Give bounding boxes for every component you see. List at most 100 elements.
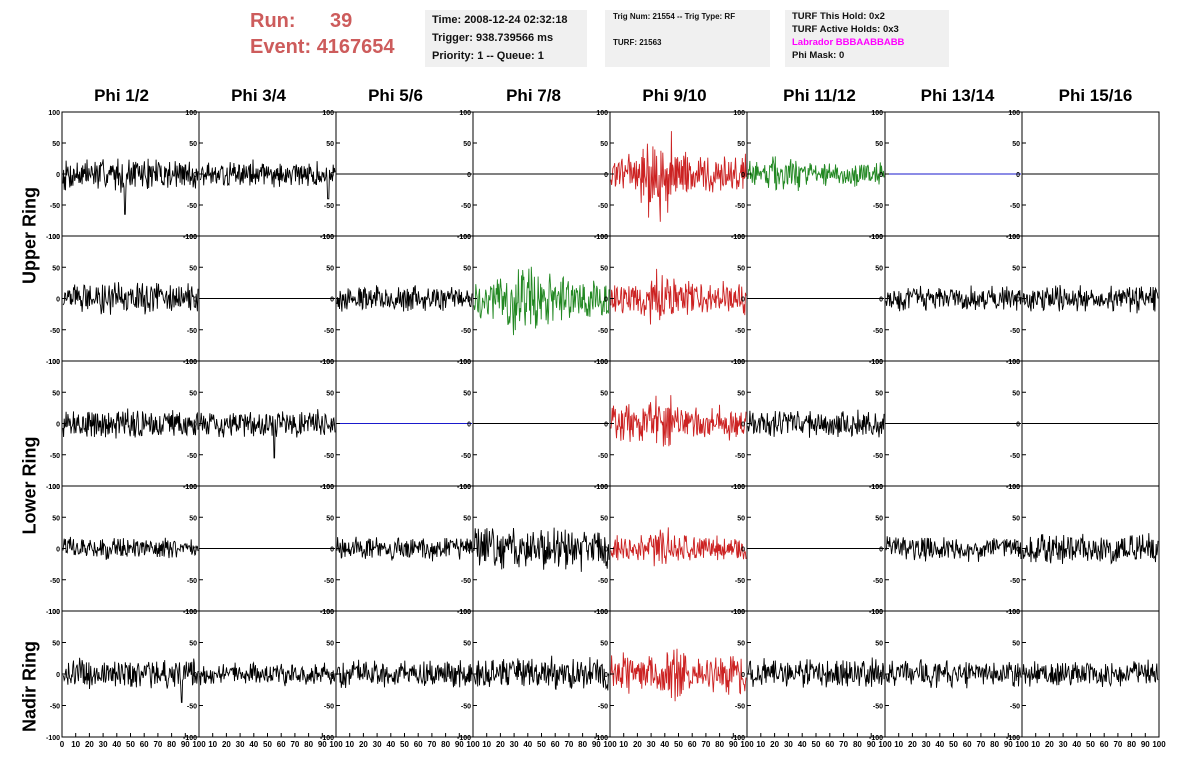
x-tick-label: 20 xyxy=(496,740,505,749)
priority-text: Priority: 1 -- Queue: 1 xyxy=(432,50,544,62)
y-tick-label: 0 xyxy=(56,547,60,554)
y-tick-label: 100 xyxy=(1008,234,1020,241)
x-tick-label: 70 xyxy=(290,740,299,749)
y-tick-label: -50 xyxy=(873,578,883,585)
x-tick-label: 80 xyxy=(441,740,450,749)
y-tick-label: -100 xyxy=(457,609,471,616)
y-tick-label: 50 xyxy=(52,390,60,397)
y-tick-label: -50 xyxy=(461,704,471,711)
x-tick-label: 50 xyxy=(537,740,546,749)
y-tick-label: 50 xyxy=(189,641,197,648)
y-tick-label: 0 xyxy=(741,297,745,304)
x-tick-label: 40 xyxy=(660,740,669,749)
x-tick-label: 40 xyxy=(112,740,121,749)
waveform-series xyxy=(885,285,1022,312)
x-tick-label: 20 xyxy=(633,740,642,749)
y-tick-label: -50 xyxy=(1010,328,1020,335)
y-tick-label: -100 xyxy=(183,484,197,491)
waveform-series xyxy=(62,536,199,560)
y-tick-label: 100 xyxy=(733,110,745,117)
y-tick-label: -50 xyxy=(598,203,608,210)
waveform-series xyxy=(885,536,1022,562)
y-tick-label: 100 xyxy=(459,234,471,241)
x-tick-label: 100 xyxy=(329,740,343,749)
y-tick-label: 50 xyxy=(600,141,608,148)
y-tick-label: 100 xyxy=(596,359,608,366)
y-tick-label: 0 xyxy=(741,547,745,554)
y-tick-label: -50 xyxy=(50,203,60,210)
y-tick-label: -50 xyxy=(324,328,334,335)
y-tick-label: 50 xyxy=(463,265,471,272)
x-tick-label: 20 xyxy=(1045,740,1054,749)
y-tick-label: -100 xyxy=(1006,234,1020,241)
x-tick-label: 60 xyxy=(414,740,423,749)
y-tick-label: 100 xyxy=(322,359,334,366)
y-tick-label: -100 xyxy=(457,234,471,241)
time-text: Time: 2008-12-24 02:32:18 xyxy=(432,14,568,26)
waveform-series xyxy=(610,527,747,567)
y-tick-label: -50 xyxy=(873,328,883,335)
y-tick-label: 50 xyxy=(875,641,883,648)
y-tick-label: -50 xyxy=(461,328,471,335)
y-tick-label: -100 xyxy=(594,484,608,491)
y-tick-label: -50 xyxy=(461,453,471,460)
y-tick-label: -100 xyxy=(183,234,197,241)
y-tick-label: 100 xyxy=(871,234,883,241)
y-tick-label: 100 xyxy=(733,609,745,616)
y-tick-label: 50 xyxy=(1012,641,1020,648)
y-tick-label: 100 xyxy=(48,484,60,491)
y-tick-label: -100 xyxy=(457,359,471,366)
y-tick-label: -100 xyxy=(869,359,883,366)
run-value: 39 xyxy=(330,10,353,32)
y-tick-label: -50 xyxy=(735,203,745,210)
x-tick-label: 100 xyxy=(603,740,617,749)
y-tick-label: 0 xyxy=(879,297,883,304)
x-tick-label: 70 xyxy=(1113,740,1122,749)
y-tick-label: 0 xyxy=(741,422,745,429)
y-tick-label: -100 xyxy=(320,359,334,366)
y-tick-label: 100 xyxy=(185,609,197,616)
y-tick-label: 50 xyxy=(52,265,60,272)
y-tick-label: 50 xyxy=(737,641,745,648)
x-tick-label: 30 xyxy=(99,740,108,749)
y-tick-label: 100 xyxy=(459,359,471,366)
y-tick-label: 50 xyxy=(600,390,608,397)
y-tick-label: -50 xyxy=(461,578,471,585)
y-tick-label: -100 xyxy=(46,735,60,742)
x-tick-label: 30 xyxy=(784,740,793,749)
y-tick-label: -100 xyxy=(46,359,60,366)
waveform-series xyxy=(62,657,199,703)
y-tick-label: -100 xyxy=(869,735,883,742)
waveform-series xyxy=(336,536,473,562)
y-tick-label: -50 xyxy=(461,203,471,210)
y-tick-label: -100 xyxy=(46,484,60,491)
y-tick-label: -100 xyxy=(320,484,334,491)
y-tick-label: 50 xyxy=(600,641,608,648)
waveform-series xyxy=(610,268,747,325)
waveform-series xyxy=(610,648,747,702)
y-tick-label: 50 xyxy=(326,515,334,522)
y-tick-label: 50 xyxy=(326,641,334,648)
y-tick-label: 0 xyxy=(879,172,883,179)
y-tick-label: 0 xyxy=(330,172,334,179)
y-tick-label: 0 xyxy=(193,672,197,679)
y-tick-label: 50 xyxy=(189,265,197,272)
y-tick-label: -50 xyxy=(50,453,60,460)
y-tick-label: 0 xyxy=(879,547,883,554)
x-tick-label: 30 xyxy=(647,740,656,749)
y-tick-label: -50 xyxy=(324,578,334,585)
waveform-series xyxy=(1022,659,1159,688)
y-tick-label: 0 xyxy=(879,422,883,429)
x-tick-label: 40 xyxy=(523,740,532,749)
y-tick-label: 50 xyxy=(1012,390,1020,397)
y-tick-label: 50 xyxy=(463,141,471,148)
y-tick-label: -50 xyxy=(598,578,608,585)
y-tick-label: 0 xyxy=(467,172,471,179)
y-tick-label: -100 xyxy=(869,484,883,491)
x-tick-label: 10 xyxy=(482,740,491,749)
x-tick-label: 50 xyxy=(126,740,135,749)
x-tick-label: 60 xyxy=(140,740,149,749)
x-tick-label: 90 xyxy=(1004,740,1013,749)
x-tick-label: 30 xyxy=(1059,740,1068,749)
